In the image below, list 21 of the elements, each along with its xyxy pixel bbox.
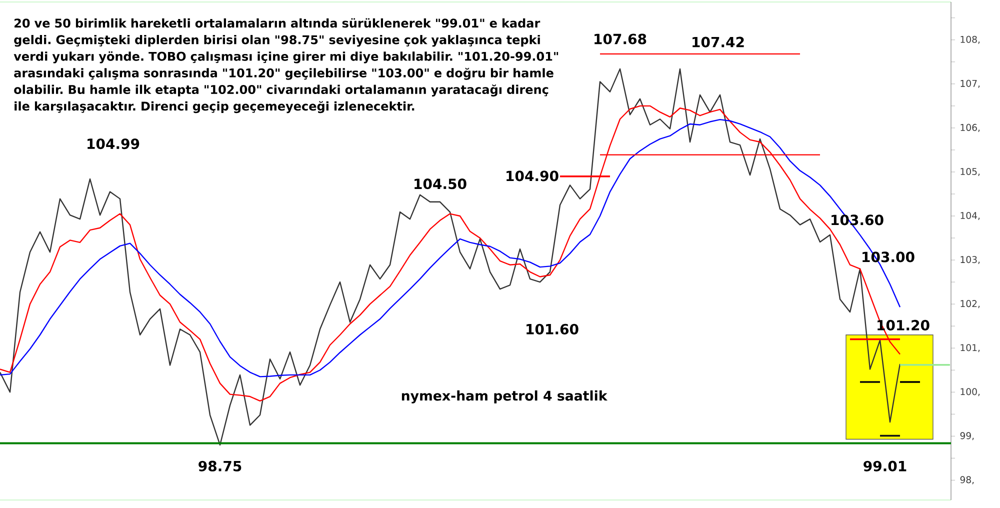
- annotation: 99.01: [864, 460, 906, 472]
- annotation: 101.60: [526, 324, 578, 334]
- y-tick-label: 108,: [960, 36, 980, 44]
- y-tick-label: 105,: [960, 168, 980, 176]
- y-tick-label: 101,: [960, 344, 980, 352]
- y-tick-label: 106,: [960, 124, 980, 132]
- annotation: 104.99: [88, 138, 140, 150]
- y-tick-label: 98,: [960, 476, 974, 484]
- y-tick-label: 104,: [960, 212, 980, 220]
- y-tick-label: 103,: [960, 256, 980, 264]
- y-tick-label: 99,: [960, 432, 974, 440]
- y-tick-label: 100,: [960, 388, 980, 396]
- annotation: 107.42: [692, 36, 744, 48]
- annotation: 104.50: [414, 178, 466, 190]
- annotation: 98.75: [198, 460, 242, 472]
- text: 20 ve 50 birimlik hareketli ortalamaların altında sürüklenerek "99.01" e kadar geldi. Geçmişteki diplerden birisi olan "98.75" seviyesine çok yaklaşınca tepki verdi yukarı yönde. TOBO çalışması içine girer mi diye bakılabilir. "101.20-99.01" arasındaki çalışma sonrasında "101.20" geçilebilirse "103.00" e doğru bir hamle olabilir. Bu hamle ilk etapta "102.00" civarındaki ortalamanın yaratacağı direnç ile karşılaşacaktır. Direnci geçip geçemeyeceği izlenecektir.: [14, 18, 558, 114]
- y-tick-label: 107,: [960, 80, 980, 88]
- y-tick-label: 102,: [960, 300, 980, 308]
- annotation: 104.90: [506, 170, 558, 182]
- text: nymex-ham petrol 4 saatlik: [402, 390, 608, 404]
- annotation: 107.68: [594, 34, 646, 44]
